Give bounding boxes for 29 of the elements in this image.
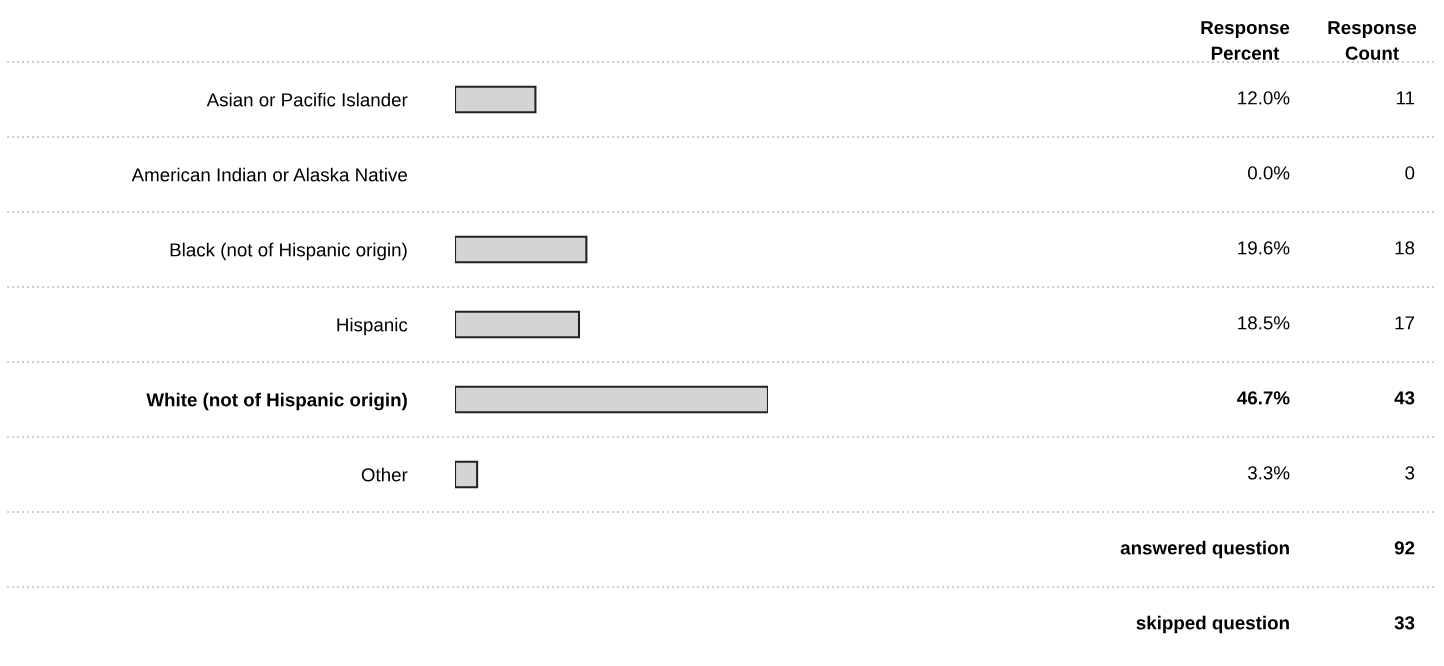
- data-label: 0.0%: [1248, 166, 1290, 180]
- y-tick-label: Asian or Pacific Islander: [206, 92, 408, 107]
- y-tick-label: American Indian or Alaska Native: [131, 167, 407, 182]
- text: Response Count: [1328, 21, 1417, 60]
- bar: [455, 85, 537, 114]
- data-label: 12.0%: [1238, 91, 1290, 105]
- y-tick-label: White (not of Hispanic origin): [146, 392, 407, 411]
- data-label: 19.6%: [1238, 241, 1290, 255]
- text: 18: [1395, 241, 1415, 255]
- y-tick-label: Black (not of Hispanic origin): [170, 242, 407, 261]
- text: 11: [1396, 91, 1415, 105]
- text: 43: [1394, 391, 1415, 405]
- text: 33: [1394, 616, 1415, 630]
- text: 0: [1405, 166, 1415, 180]
- bar: [455, 310, 581, 339]
- text: answered question: [1120, 540, 1289, 559]
- y-tick-label: Other: [361, 467, 408, 482]
- text: Response Percent: [1201, 21, 1290, 60]
- text: 92: [1394, 541, 1415, 555]
- bar: [455, 460, 479, 489]
- bar: [455, 385, 768, 414]
- text: skipped question: [1136, 615, 1289, 634]
- text: 3: [1405, 466, 1415, 480]
- bar: [455, 235, 588, 264]
- y-tick-label: Hispanic: [337, 317, 408, 336]
- data-label: 3.3%: [1247, 466, 1290, 480]
- data-label: 46.7%: [1237, 391, 1290, 405]
- text: 17: [1395, 316, 1415, 330]
- data-label: 18.5%: [1238, 316, 1290, 330]
